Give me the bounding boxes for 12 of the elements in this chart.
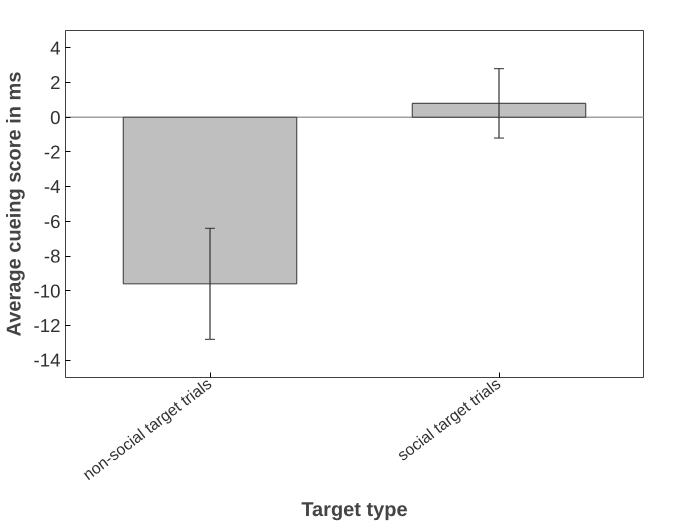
y-tick-label: -6 [44,210,61,232]
y-tick-label: 4 [50,37,61,58]
y-tick-label: -8 [44,246,61,267]
y-tick-label: 2 [50,72,61,94]
y-tick-label: -12 [34,314,61,336]
y-tick-label: -10 [34,280,61,302]
y-tick-label: -4 [44,176,61,198]
y-tick-label: -14 [34,350,61,371]
y-tick-label: 0 [50,106,61,128]
x-axis-title: Target type [301,498,408,521]
y-axis-title: Average cueing score in ms [4,72,26,336]
y-tick-label: -2 [44,141,61,162]
